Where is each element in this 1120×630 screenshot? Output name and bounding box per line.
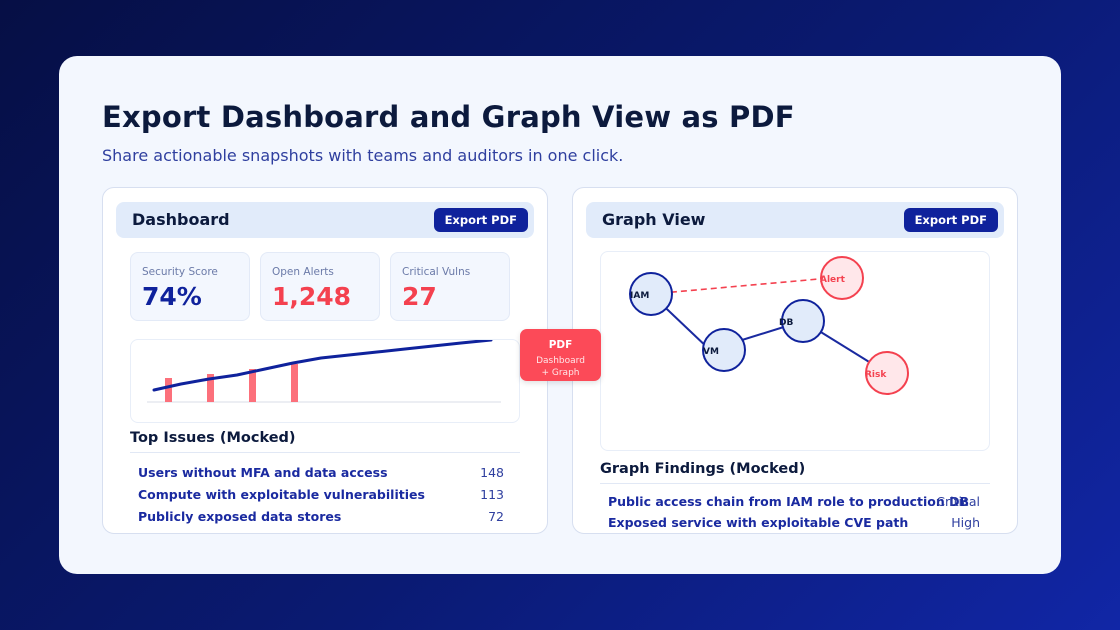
graph-edge-dashed	[650, 277, 831, 295]
graph-export-pdf-button[interactable]: Export PDF	[903, 208, 998, 232]
graph-node-db[interactable]: DB	[779, 299, 825, 343]
node-label: DB	[779, 318, 793, 328]
graph-node-vm[interactable]: VM	[702, 328, 746, 372]
trend-chart	[130, 338, 520, 423]
issue-count: 148	[480, 465, 504, 480]
kpi-label: Security Score	[142, 266, 218, 278]
node-label: VM	[703, 347, 719, 357]
graph-canvas: IAM VM DB Alert Risk	[600, 251, 990, 451]
kpi-critical-vulns: Critical Vulns 27	[390, 252, 510, 321]
finding-severity: Critical	[936, 494, 980, 509]
chart-bar	[291, 364, 298, 402]
chart-bar	[207, 374, 214, 402]
divider	[600, 483, 990, 484]
kpi-label: Open Alerts	[272, 266, 334, 278]
kpi-security-score: Security Score 74%	[130, 252, 250, 321]
node-label: Alert	[820, 275, 846, 285]
main-card: Export Dashboard and Graph View as PDF S…	[59, 56, 1061, 574]
page-subtitle: Share actionable snapshots with teams an…	[102, 146, 624, 165]
graph-findings-title: Graph Findings (Mocked)	[600, 461, 806, 477]
finding-row[interactable]: Exposed service with exploitable CVE pat…	[608, 515, 980, 533]
graph-node-risk[interactable]: Risk	[865, 351, 909, 395]
graph-view-panel: Graph View Export PDF IAM VM DB	[572, 187, 1018, 534]
finding-row[interactable]: Public access chain from IAM role to pro…	[608, 494, 980, 514]
graph-node-alert[interactable]: Alert	[820, 256, 864, 300]
kpi-value: 74%	[142, 282, 202, 311]
dashboard-panel: Dashboard Export PDF Security Score 74% …	[102, 187, 548, 534]
pdf-badge-line1: Dashboard	[536, 356, 585, 366]
dashboard-title: Dashboard	[132, 210, 230, 229]
chart-bar	[249, 369, 256, 402]
divider	[130, 452, 520, 453]
issue-count: 113	[480, 487, 504, 502]
node-label: Risk	[865, 370, 887, 380]
page-title: Export Dashboard and Graph View as PDF	[102, 100, 795, 134]
chart-bar	[165, 378, 172, 402]
issue-name: Compute with exploitable vulnerabilities	[138, 487, 425, 502]
issue-count: 72	[488, 509, 504, 524]
dashboard-header: Dashboard Export PDF	[116, 202, 534, 238]
chart-trend-line	[152, 338, 493, 392]
node-label: IAM	[630, 291, 649, 301]
graph-view-title: Graph View	[602, 210, 706, 229]
graph-view-header: Graph View Export PDF	[586, 202, 1004, 238]
dashboard-export-pdf-button[interactable]: Export PDF	[433, 208, 528, 232]
issue-name: Users without MFA and data access	[138, 465, 388, 480]
pdf-badge-line2: + Graph	[541, 368, 580, 378]
kpi-label: Critical Vulns	[402, 266, 471, 278]
top-issues-title: Top Issues (Mocked)	[130, 430, 296, 446]
issue-row[interactable]: Publicly exposed data stores 72	[138, 509, 504, 529]
finding-name: Public access chain from IAM role to pro…	[608, 494, 970, 509]
kpi-open-alerts: Open Alerts 1,248	[260, 252, 380, 321]
kpi-value: 1,248	[272, 282, 352, 311]
kpi-value: 27	[402, 282, 437, 311]
issue-row[interactable]: Compute with exploitable vulnerabilities…	[138, 487, 504, 507]
graph-node-iam[interactable]: IAM	[629, 272, 673, 316]
graph-svg: IAM VM DB Alert Risk	[629, 256, 909, 395]
pdf-badge: PDF Dashboard + Graph	[520, 329, 601, 381]
issue-row[interactable]: Users without MFA and data access 148	[138, 465, 504, 485]
pdf-badge-title: PDF	[548, 339, 573, 351]
finding-severity: High	[951, 515, 980, 530]
trend-chart-svg	[147, 338, 501, 403]
finding-name: Exposed service with exploitable CVE pat…	[608, 515, 909, 530]
issue-name: Publicly exposed data stores	[138, 509, 342, 524]
